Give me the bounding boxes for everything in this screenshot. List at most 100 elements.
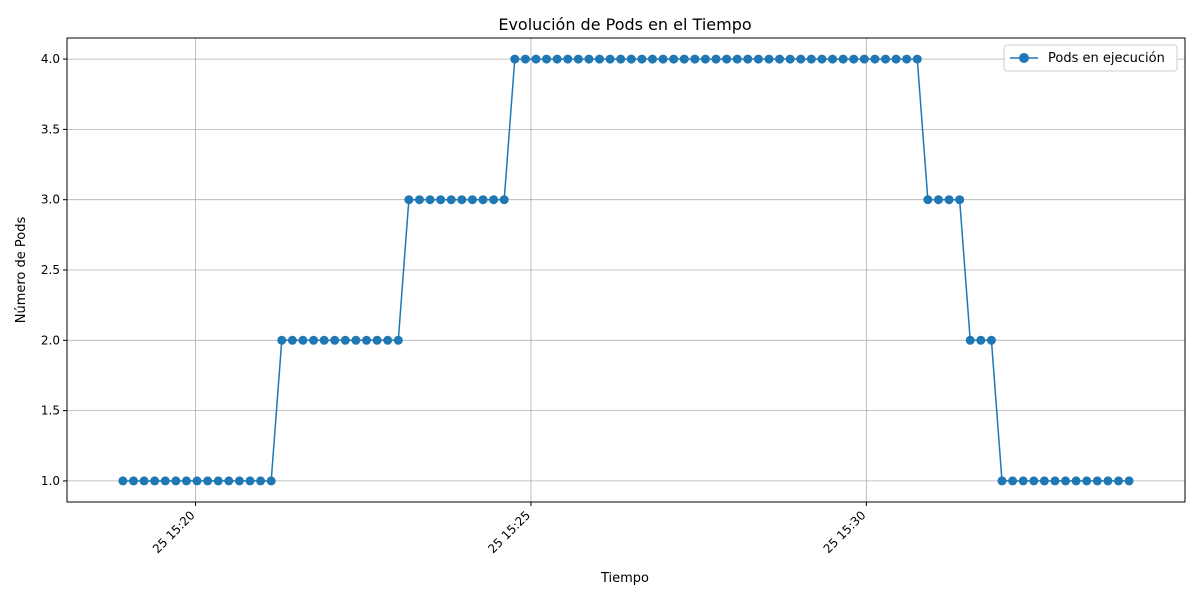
data-point [266, 476, 276, 486]
data-point [944, 195, 954, 205]
data-point [955, 195, 965, 205]
data-point [1124, 476, 1134, 486]
data-point [1103, 476, 1113, 486]
data-point [870, 54, 880, 64]
y-tick-label: 2.0 [41, 333, 60, 347]
data-point [478, 195, 488, 205]
data-point [828, 54, 838, 64]
data-point [245, 476, 255, 486]
data-point [499, 195, 509, 205]
data-point [510, 54, 520, 64]
data-point [669, 54, 679, 64]
x-axis-label: Tiempo [600, 571, 649, 586]
data-point [986, 335, 996, 345]
y-tick-label: 3.5 [41, 122, 60, 136]
data-point [139, 476, 149, 486]
data-point [213, 476, 223, 486]
data-point [806, 54, 816, 64]
data-point [817, 54, 827, 64]
data-point [912, 54, 922, 64]
data-point [658, 54, 668, 64]
data-point [224, 476, 234, 486]
data-point [256, 476, 266, 486]
data-point [891, 54, 901, 64]
data-point [976, 335, 986, 345]
data-point [118, 476, 128, 486]
y-tick-label: 4.0 [41, 52, 60, 66]
data-point [1114, 476, 1124, 486]
data-point [785, 54, 795, 64]
data-point [700, 54, 710, 64]
data-point [393, 335, 403, 345]
data-point [372, 335, 382, 345]
data-point [234, 476, 244, 486]
data-point [743, 54, 753, 64]
data-point [351, 335, 361, 345]
data-point [1092, 476, 1102, 486]
data-point [287, 335, 297, 345]
data-point [1050, 476, 1060, 486]
y-tick-label: 3.0 [41, 193, 60, 207]
data-point [340, 335, 350, 345]
data-point [457, 195, 467, 205]
data-point [414, 195, 424, 205]
data-point [679, 54, 689, 64]
data-point [690, 54, 700, 64]
data-point [753, 54, 763, 64]
legend-marker-swatch [1019, 53, 1029, 63]
data-point [531, 54, 541, 64]
data-point [626, 54, 636, 64]
y-tick-label: 1.5 [41, 404, 60, 418]
data-point [171, 476, 181, 486]
data-point [436, 195, 446, 205]
data-point [467, 195, 477, 205]
data-point [711, 54, 721, 64]
data-point [277, 335, 287, 345]
data-point [933, 195, 943, 205]
data-point [309, 335, 319, 345]
data-point [425, 195, 435, 205]
data-point [722, 54, 732, 64]
data-point [965, 335, 975, 345]
data-point [616, 54, 626, 64]
chart-title: Evolución de Pods en el Tiempo [498, 15, 751, 34]
data-point [1018, 476, 1028, 486]
data-point [552, 54, 562, 64]
data-point [647, 54, 657, 64]
data-point [1082, 476, 1092, 486]
series-layer [118, 54, 1134, 486]
legend-label: Pods en ejecución [1048, 51, 1165, 66]
data-point [764, 54, 774, 64]
legend-box [1003, 44, 1178, 72]
y-tick-label: 2.5 [41, 263, 60, 277]
data-point [563, 54, 573, 64]
data-point [489, 195, 499, 205]
data-point [520, 54, 530, 64]
data-point [192, 476, 202, 486]
data-point [128, 476, 138, 486]
y-axis-label: Número de Pods [14, 217, 29, 324]
data-point [849, 54, 859, 64]
data-point [838, 54, 848, 64]
x-tick-label: 25 15:30 [821, 508, 869, 556]
data-point [732, 54, 742, 64]
data-point [383, 335, 393, 345]
data-point [404, 195, 414, 205]
data-point [880, 54, 890, 64]
data-point [446, 195, 456, 205]
x-tick-label: 25 15:20 [150, 508, 198, 556]
data-point [796, 54, 806, 64]
data-point [859, 54, 869, 64]
data-point [775, 54, 785, 64]
data-point [1008, 476, 1018, 486]
data-point [150, 476, 160, 486]
data-point [902, 54, 912, 64]
grid [67, 38, 1185, 502]
data-point [330, 335, 340, 345]
data-point [319, 335, 329, 345]
data-point [997, 476, 1007, 486]
data-point [298, 335, 308, 345]
data-point [542, 54, 552, 64]
data-point [203, 476, 213, 486]
